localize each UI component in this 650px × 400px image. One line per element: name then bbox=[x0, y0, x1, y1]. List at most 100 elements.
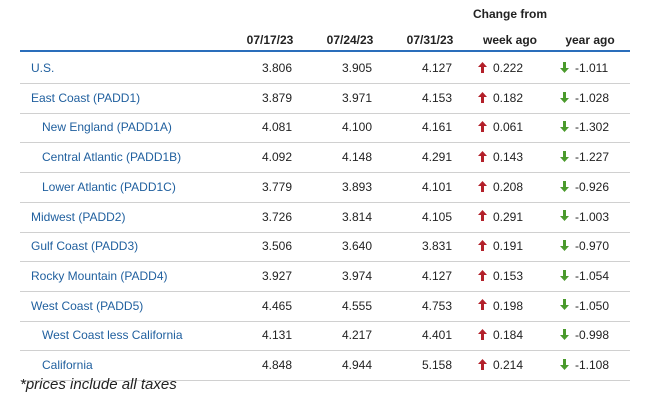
week-change-value: 0.191 bbox=[493, 239, 524, 254]
table-row: Lower Atlantic (PADD1C) 3.779 3.893 4.101 0.… bbox=[20, 172, 630, 203]
region-link[interactable]: Central Atlantic (PADD1B) bbox=[42, 150, 182, 165]
table-row: East Coast (PADD1) 3.879 3.971 4.153 0.182 -1… bbox=[20, 83, 630, 114]
week-ago-header: week ago bbox=[482, 33, 538, 47]
week-change: 0.198 bbox=[478, 291, 523, 321]
week-change: 0.153 bbox=[478, 261, 523, 291]
price-07-24-23: 3.640 bbox=[341, 239, 373, 254]
week-change-value: 0.198 bbox=[493, 298, 524, 313]
year-change: -0.970 bbox=[560, 231, 609, 261]
price-07-17-23: 4.081 bbox=[261, 120, 293, 135]
year-change-value: -1.302 bbox=[575, 120, 610, 135]
week-change-value: 0.214 bbox=[493, 358, 524, 372]
column-header-07-24-23: 07/24/23 bbox=[326, 33, 374, 47]
price-07-31-23: 4.127 bbox=[421, 61, 453, 75]
year-change: -1.227 bbox=[560, 142, 609, 172]
region-link[interactable]: West Coast less California bbox=[42, 328, 183, 343]
year-change: -1.011 bbox=[560, 53, 608, 83]
price-07-17-23: 4.092 bbox=[261, 150, 293, 165]
up-arrow-icon bbox=[478, 351, 487, 381]
price-07-24-23: 3.905 bbox=[341, 61, 373, 75]
year-change-value: -1.028 bbox=[575, 90, 610, 105]
price-07-17-23: 3.506 bbox=[261, 239, 293, 254]
price-07-31-23: 4.161 bbox=[421, 120, 453, 135]
table-row: U.S. 3.806 3.905 4.127 0.222 -1.011 bbox=[20, 53, 630, 84]
up-arrow-icon bbox=[478, 262, 487, 292]
price-07-17-23: 3.879 bbox=[261, 90, 293, 105]
down-arrow-icon bbox=[560, 202, 569, 232]
price-07-31-23: 3.831 bbox=[421, 239, 453, 254]
year-change-value: -0.926 bbox=[575, 179, 610, 194]
region-link[interactable]: Midwest (PADD2) bbox=[31, 209, 126, 224]
price-07-31-23: 4.101 bbox=[421, 179, 453, 194]
down-arrow-icon bbox=[560, 262, 569, 292]
week-change-value: 0.222 bbox=[493, 61, 524, 75]
year-change: -0.998 bbox=[560, 320, 609, 350]
year-change-value: -1.227 bbox=[575, 150, 610, 165]
price-07-31-23: 4.291 bbox=[421, 150, 453, 165]
up-arrow-icon bbox=[478, 54, 487, 84]
week-change: 0.291 bbox=[478, 202, 523, 232]
week-change-value: 0.291 bbox=[493, 209, 524, 224]
price-07-31-23: 4.105 bbox=[421, 209, 453, 224]
region-link[interactable]: New England (PADD1A) bbox=[42, 120, 172, 135]
header-rule bbox=[20, 50, 630, 52]
up-arrow-icon bbox=[478, 291, 487, 321]
price-07-24-23: 4.555 bbox=[341, 298, 373, 313]
price-07-24-23: 4.100 bbox=[341, 120, 373, 135]
footnote: *prices include all taxes bbox=[20, 376, 177, 393]
price-07-31-23: 4.153 bbox=[421, 90, 453, 105]
region-link[interactable]: Rocky Mountain (PADD4) bbox=[31, 268, 168, 283]
week-change-value: 0.153 bbox=[493, 268, 524, 283]
down-arrow-icon bbox=[560, 173, 569, 203]
region-link[interactable]: U.S. bbox=[31, 61, 55, 75]
year-change-value: -1.108 bbox=[575, 358, 610, 372]
change-from-header: Change from bbox=[472, 7, 547, 21]
price-07-17-23: 3.806 bbox=[261, 61, 293, 75]
week-change-value: 0.208 bbox=[493, 179, 524, 194]
price-07-31-23: 5.158 bbox=[421, 358, 453, 372]
down-arrow-icon bbox=[560, 54, 569, 84]
year-change: -1.054 bbox=[560, 261, 609, 291]
region-link[interactable]: Gulf Coast (PADD3) bbox=[31, 239, 139, 254]
price-07-17-23: 4.848 bbox=[261, 358, 293, 372]
price-07-24-23: 4.148 bbox=[341, 150, 373, 165]
region-link[interactable]: West Coast (PADD5) bbox=[31, 298, 144, 313]
table-row: Gulf Coast (PADD3) 3.506 3.640 3.831 0.191 -0… bbox=[20, 231, 630, 263]
week-change-value: 0.184 bbox=[493, 328, 524, 343]
down-arrow-icon bbox=[560, 143, 569, 173]
up-arrow-icon bbox=[478, 321, 487, 351]
year-change: -1.302 bbox=[560, 112, 609, 142]
table-row: Central Atlantic (PADD1B) 4.092 4.148 4.291… bbox=[20, 142, 630, 174]
price-07-31-23: 4.127 bbox=[421, 268, 453, 283]
year-ago-header: year ago bbox=[565, 33, 615, 47]
year-change: -1.028 bbox=[560, 83, 609, 113]
up-arrow-icon bbox=[478, 202, 487, 232]
week-change: 0.214 bbox=[478, 350, 523, 380]
year-change-value: -1.011 bbox=[575, 61, 609, 75]
week-change: 0.184 bbox=[478, 320, 523, 350]
price-07-31-23: 4.401 bbox=[421, 328, 453, 343]
year-change-value: -1.003 bbox=[575, 209, 610, 224]
week-change: 0.222 bbox=[478, 53, 523, 83]
year-change-value: -1.054 bbox=[575, 268, 610, 283]
region-link[interactable]: East Coast (PADD1) bbox=[31, 90, 141, 105]
year-change-value: -0.998 bbox=[575, 328, 610, 343]
region-link[interactable]: Lower Atlantic (PADD1C) bbox=[42, 179, 176, 194]
down-arrow-icon bbox=[560, 351, 569, 381]
table-row: West Coast (PADD5) 4.465 4.555 4.753 0.198 -1… bbox=[20, 291, 630, 322]
price-07-17-23: 3.779 bbox=[261, 179, 293, 194]
region-link[interactable]: California bbox=[42, 358, 93, 372]
table-row: Rocky Mountain (PADD4) 3.927 3.974 4.127 0.1… bbox=[20, 261, 630, 292]
week-change-value: 0.143 bbox=[493, 150, 524, 165]
price-07-17-23: 3.726 bbox=[261, 209, 293, 224]
table-row: West Coast less California 4.131 4.217 4.40… bbox=[20, 320, 630, 352]
week-change: 0.182 bbox=[478, 83, 523, 113]
year-change-value: -0.970 bbox=[575, 239, 610, 254]
week-change: 0.061 bbox=[478, 112, 523, 142]
year-change: -0.926 bbox=[560, 172, 609, 202]
up-arrow-icon bbox=[478, 232, 487, 262]
table-row: California 4.848 4.944 5.158 0.214 -1.108 bbox=[20, 350, 630, 381]
down-arrow-icon bbox=[560, 291, 569, 321]
week-change-value: 0.061 bbox=[493, 120, 524, 135]
year-change-value: -1.050 bbox=[575, 298, 610, 313]
